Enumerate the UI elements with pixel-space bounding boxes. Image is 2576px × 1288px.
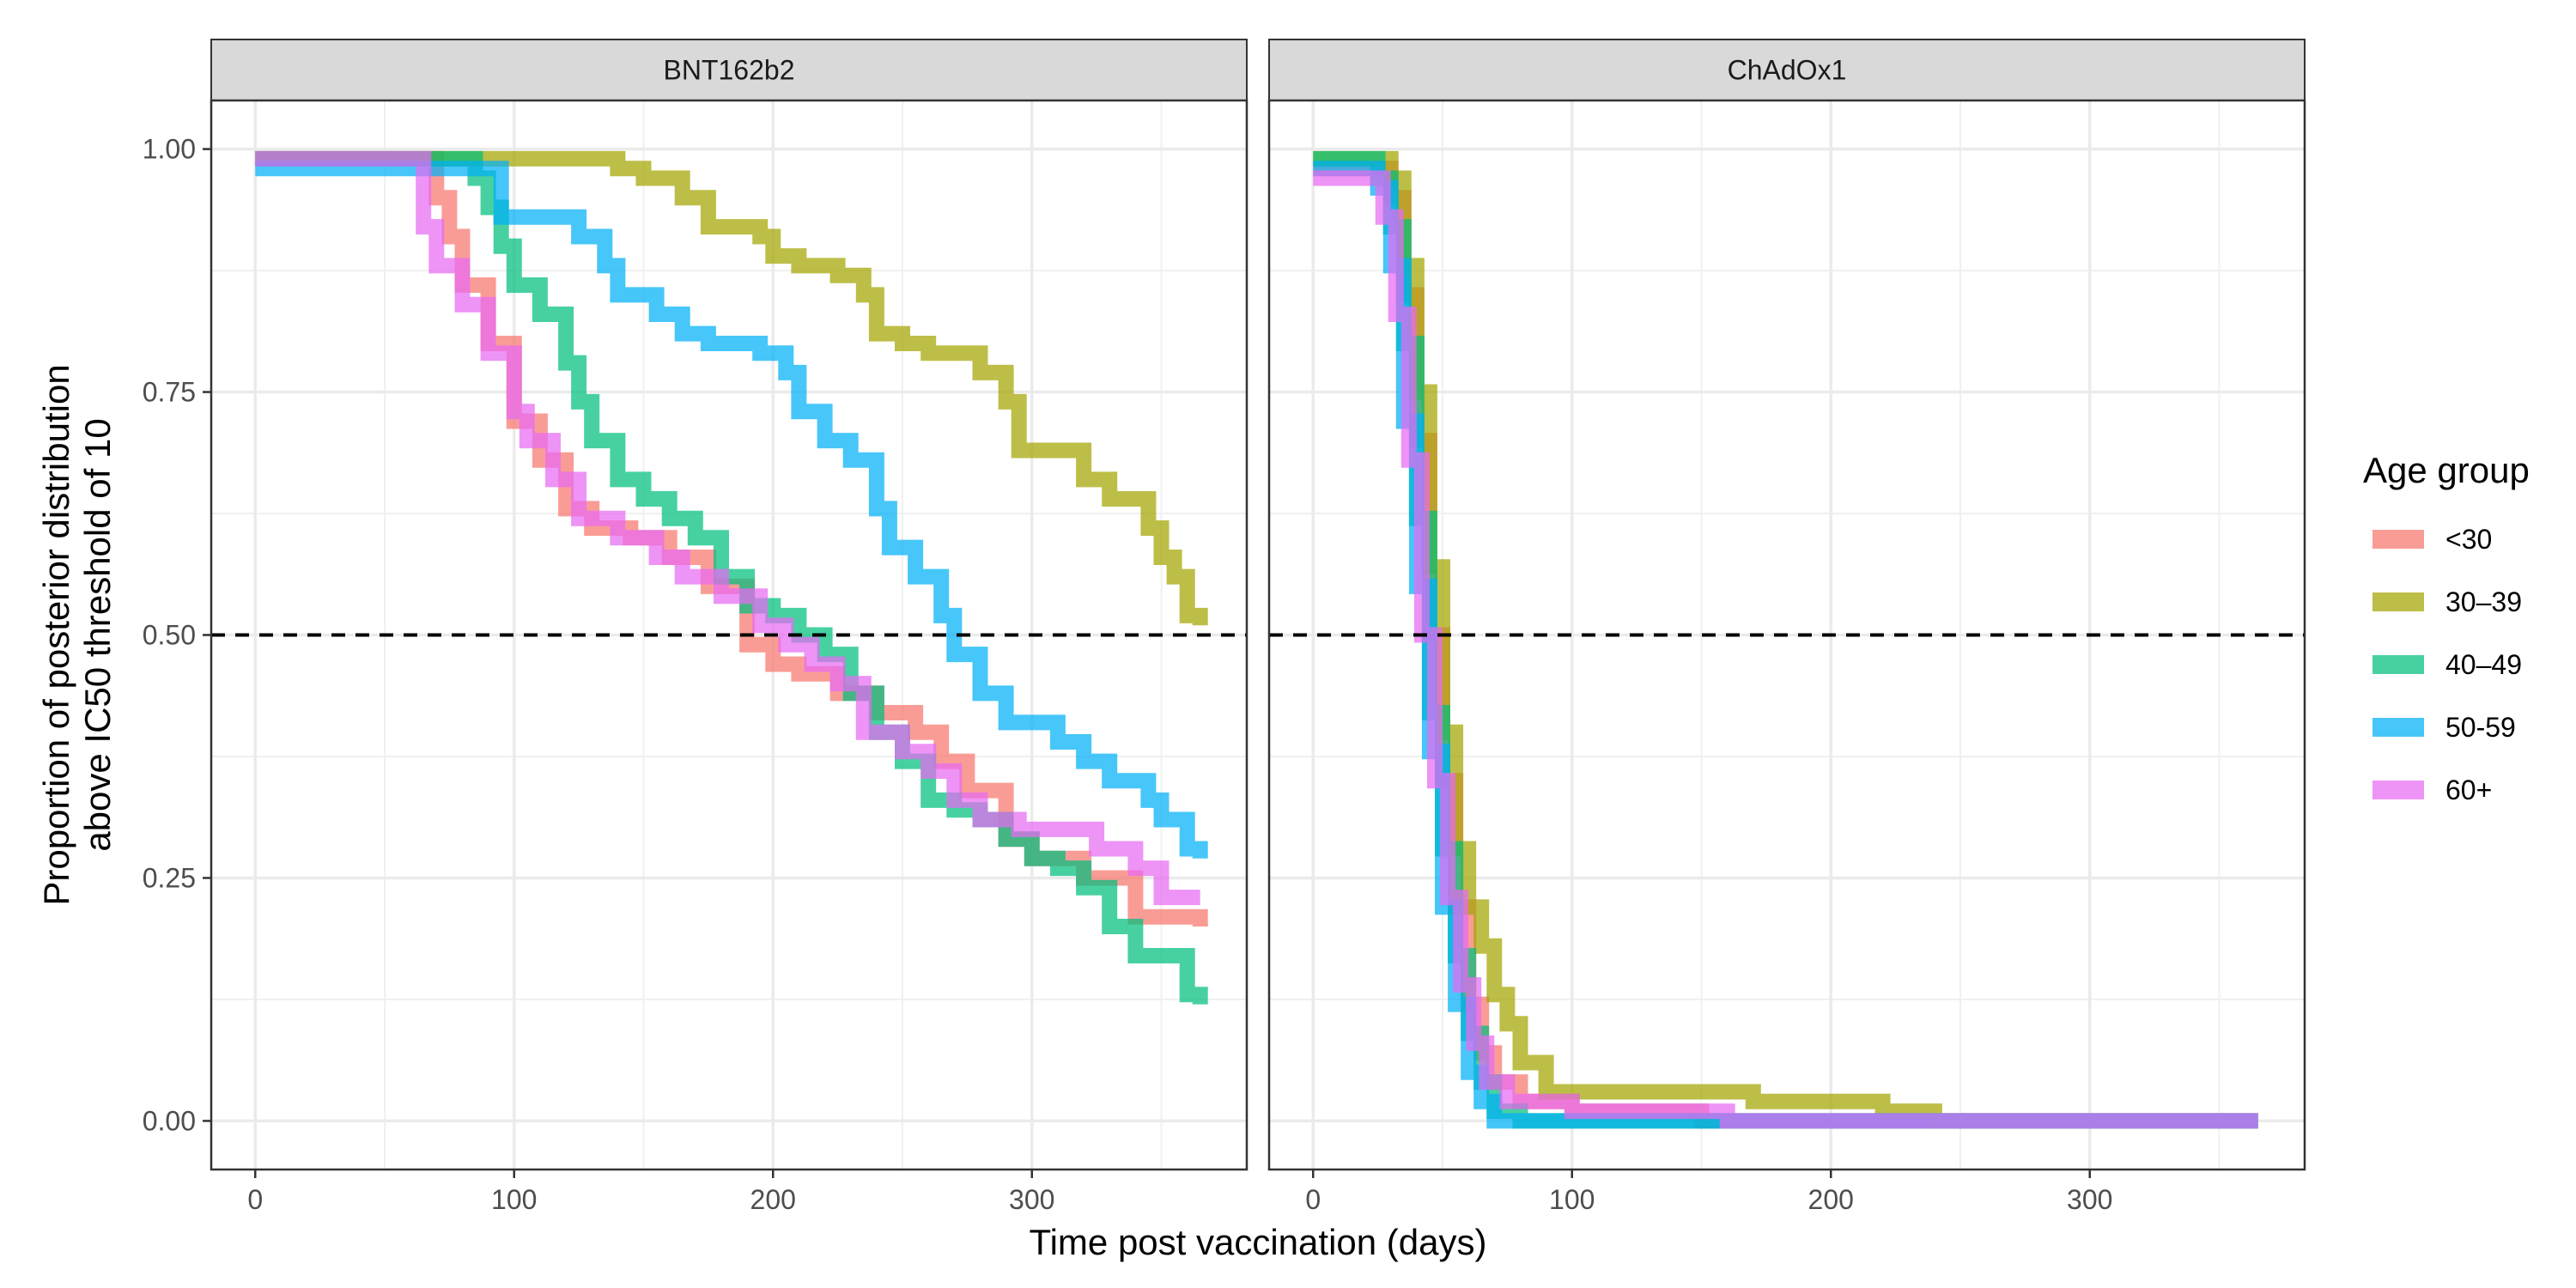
series-line-4 <box>1313 170 2258 1129</box>
y-tick-label: 1.00 <box>143 134 196 165</box>
y-tick-label: 0.75 <box>143 377 196 408</box>
y-tick-label: 0.00 <box>143 1105 196 1136</box>
series-line-1 <box>1313 150 2258 1129</box>
x-tick-label: 300 <box>1009 1184 1054 1215</box>
y-axis-title-line1: Proportion of posterior distribution <box>36 364 76 905</box>
legend: Age group <30 30–39 40–49 50-59 60+ <box>2363 450 2530 805</box>
facet-strip <box>210 39 1248 101</box>
x-tick-label: 200 <box>750 1184 796 1215</box>
legend-label: 30–39 <box>2445 586 2522 617</box>
y-tick-label: 0.25 <box>143 862 196 893</box>
x-axis-title: Time post vaccination (days) <box>1030 1222 1487 1262</box>
series-line-1 <box>255 150 1208 626</box>
x-tick-label: 0 <box>1305 1184 1321 1215</box>
facet-strip <box>1268 39 2306 101</box>
y-tick-label: 0.50 <box>143 620 196 651</box>
series-line-3 <box>255 161 1208 859</box>
legend-label: 50-59 <box>2445 712 2516 743</box>
legend-label: <30 <box>2445 524 2492 555</box>
legend-label: 40–49 <box>2445 649 2522 680</box>
x-tick-label: 100 <box>491 1184 537 1215</box>
panel-border <box>1267 99 2306 1171</box>
y-axis-title-line2: above IC50 threshold of 10 <box>77 418 118 851</box>
facet-title: BNT162b2 <box>664 55 795 86</box>
legend-title: Age group <box>2363 450 2530 490</box>
facet-panel-0: BNT162b2 0 100 200 300 0.00 0.25 0.50 0.75 1.00 <box>143 39 1249 1215</box>
x-tick-label: 100 <box>1549 1184 1595 1215</box>
series-line-4 <box>255 150 1200 906</box>
series-line-2 <box>255 150 1208 1005</box>
x-tick-label: 300 <box>2067 1184 2112 1215</box>
x-tick-label: 0 <box>247 1184 263 1215</box>
facet-panel-1: ChAdOx1 0 100 200 300 <box>1267 39 2306 1215</box>
legend-label: 60+ <box>2445 775 2492 805</box>
facet-title: ChAdOx1 <box>1728 55 1847 86</box>
x-tick-label: 200 <box>1808 1184 1854 1215</box>
